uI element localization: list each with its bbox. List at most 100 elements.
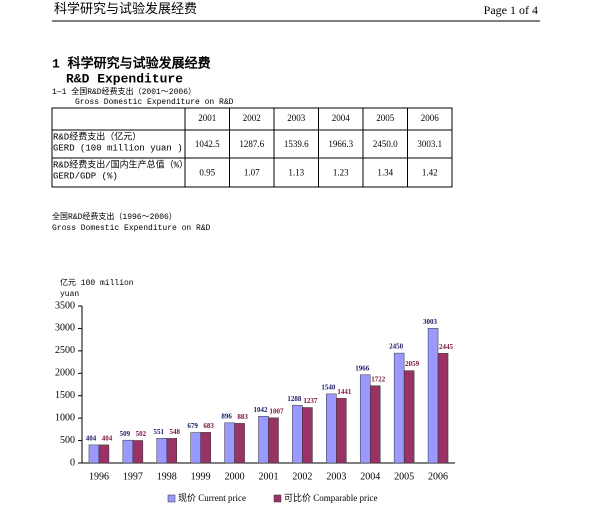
y-tick-label: 3500	[55, 300, 75, 311]
legend-swatch	[273, 494, 282, 503]
data-label: 679	[187, 422, 198, 430]
data-label: 2445	[439, 343, 454, 351]
data-label: 1007	[270, 407, 285, 415]
column-header: 2002	[243, 113, 261, 123]
table-cell: 1966.3	[328, 139, 353, 149]
data-label: 1237	[303, 397, 318, 405]
data-label: 1540	[321, 384, 336, 392]
data-label: 683	[203, 422, 214, 430]
legend-swatch	[167, 494, 176, 503]
bar	[393, 352, 405, 464]
bar	[359, 374, 371, 464]
row-label: GERD/GDP (%)	[53, 171, 118, 181]
y-axis-label: yuan	[60, 290, 79, 299]
data-label: 883	[237, 413, 248, 421]
y-tick-label: 500	[60, 435, 75, 446]
x-tick-label: 1998	[157, 471, 177, 482]
bar	[190, 432, 201, 464]
bar	[166, 438, 178, 464]
table-cell: 0.95	[199, 168, 215, 178]
bar	[427, 328, 439, 464]
bar	[268, 417, 279, 464]
data-label: 551	[154, 428, 165, 436]
table-cell: 1287.6	[239, 139, 264, 149]
data-label: 404	[86, 434, 97, 442]
y-axis-label: 亿元 100 million	[60, 277, 134, 288]
y-tick-label: 2500	[55, 345, 75, 356]
row-label: R&D经费支出/国内生产总值（%）	[53, 158, 188, 170]
bar	[258, 416, 269, 464]
bar	[292, 404, 303, 464]
table-cell: 1.34	[377, 168, 393, 178]
data-label: 1042	[254, 406, 269, 414]
data-label: 2450	[389, 343, 404, 351]
x-tick-label: 2002	[292, 471, 312, 482]
data-label: 1722	[371, 375, 386, 383]
row-label: GERD (100 million yuan )	[53, 143, 183, 153]
column-header: 2004	[332, 113, 351, 123]
y-tick-label: 1500	[55, 390, 75, 401]
data-label: 3003	[423, 318, 438, 326]
section-subtitle: R&D Expenditure	[66, 71, 183, 86]
data-label: 1441	[337, 388, 352, 396]
x-tick-label: 2003	[326, 471, 346, 482]
x-tick-label: 2005	[394, 471, 414, 482]
x-tick-label: 2006	[428, 471, 448, 482]
bar	[200, 432, 211, 464]
x-tick-label: 1997	[123, 471, 143, 482]
bar	[98, 444, 110, 464]
x-tick-label: 2001	[259, 471, 279, 482]
column-header: 2001	[198, 113, 216, 123]
table-cell: 1.23	[333, 168, 349, 178]
table-caption-en: Gross Domestic Expenditure on R&D	[75, 98, 234, 107]
table-cell: 1042.5	[195, 139, 220, 149]
data-label: 502	[136, 430, 147, 438]
table-cell: 1539.6	[284, 139, 309, 149]
chart-subtitle: Gross Domestic Expenditure on R&D	[52, 224, 211, 233]
x-tick-label: 2000	[225, 471, 245, 482]
bar	[156, 438, 168, 464]
row-label: R&D经费支出（亿元）	[53, 130, 141, 142]
bar	[326, 393, 337, 464]
y-tick-label: 1000	[55, 412, 75, 423]
data-label: 509	[120, 430, 131, 438]
column-header: 2006	[421, 113, 440, 123]
table-cell: 2450.0	[373, 139, 398, 149]
legend-label: 可比价 Comparable price	[284, 492, 377, 503]
column-header: 2005	[376, 113, 395, 123]
section-title: 1 科学研究与试验发展经费	[52, 55, 211, 71]
bar	[132, 440, 144, 464]
y-tick-label: 0	[70, 457, 75, 468]
table-cell: 1.07	[244, 168, 260, 178]
legend-label: 现价 Current price	[178, 493, 246, 503]
bar	[403, 370, 415, 464]
data-label: 1288	[287, 395, 302, 403]
bar	[302, 407, 313, 464]
bar	[88, 444, 100, 464]
data-label: 1966	[355, 364, 370, 372]
table-cell: 1.13	[288, 168, 304, 178]
x-tick-label: 1999	[191, 471, 211, 482]
table-cell: 1.42	[422, 168, 438, 178]
chart-title: 全国R&D经费支出（1996～2006）	[52, 211, 177, 222]
header-page: Page 1 of 4	[484, 3, 538, 17]
bar	[234, 423, 245, 464]
y-tick-label: 2000	[55, 368, 75, 379]
table-caption: 1—1 全国R&D经费支出（2001～2006）	[52, 86, 196, 97]
bar	[224, 422, 235, 464]
column-header: 2003	[287, 113, 306, 123]
data-label: 548	[170, 428, 181, 436]
data-label: 896	[221, 412, 232, 420]
table-cell: 3003.1	[417, 139, 442, 149]
bar	[122, 439, 134, 464]
y-tick-label: 3000	[55, 323, 75, 334]
data-label: 2059	[405, 360, 420, 368]
data-label: 404	[102, 434, 113, 442]
bar	[369, 385, 381, 464]
bar	[336, 398, 347, 464]
header-title: 科学研究与试验发展经费	[54, 1, 197, 16]
bar	[437, 353, 449, 464]
x-tick-label: 2004	[360, 471, 380, 482]
x-tick-label: 1996	[89, 471, 109, 482]
